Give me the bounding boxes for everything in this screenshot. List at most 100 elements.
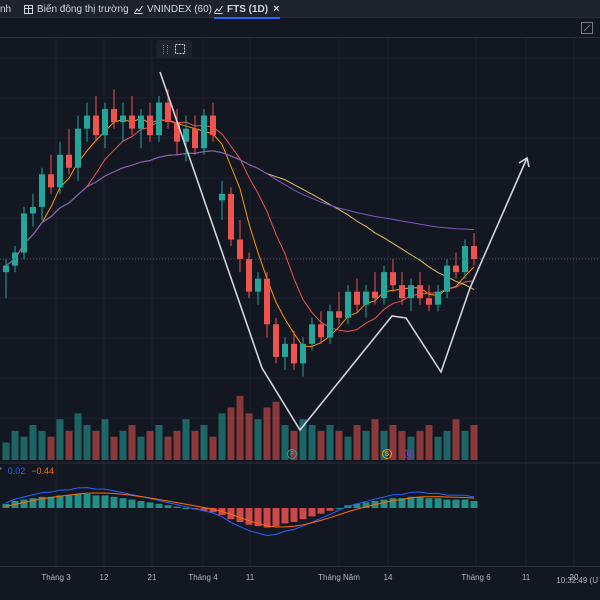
x-tick: Tháng 3 [41,573,71,582]
volume-bar [290,430,298,460]
macd-histogram-bar [407,496,415,508]
clock-readout: 10:32:49 (U [556,576,598,585]
macd-histogram-bar [398,498,406,508]
volume-bar [362,430,370,460]
volume-bar [335,430,343,460]
time-axis[interactable]: Tháng 3 12 21 Tháng 4 11 Tháng Năm 14 Th… [0,566,600,586]
volume-bar [56,419,64,460]
candle [30,206,36,214]
macd-histogram-bar [164,505,172,508]
x-tick: 12 [99,573,109,582]
tab-label: VNINDEX (60) [147,3,213,15]
candle [327,311,333,338]
candle [129,115,135,129]
macd-histogram-bar [353,503,361,508]
close-icon[interactable]: × [273,3,280,15]
macd-histogram-bar [434,498,442,508]
candle [273,324,279,357]
drag-handle-icon[interactable] [162,44,168,54]
volume-bar [461,430,469,460]
volume-bar [83,425,91,460]
chart-controls[interactable] [156,40,192,58]
macd-histogram-bar [281,508,289,524]
candle [21,213,27,253]
event-marker-s[interactable]: S [382,449,392,459]
macd-histogram-bar [200,508,208,511]
tab-label: FTS (1D) [227,3,269,15]
tab-vnindex[interactable]: VNINDEX (60) [134,0,212,18]
macd-value: 0.02 [7,466,26,476]
tab-fts[interactable]: FTS (1D) × [214,0,280,19]
macd-histogram-bar [56,495,64,508]
x-tick: 21 [147,573,157,582]
candle [93,115,99,136]
trend-drawing [159,71,528,432]
volume-bar [38,430,46,460]
volume-bar [173,430,181,460]
volume-bar [353,425,361,460]
volume-bar [434,436,442,460]
volume-bar [308,425,316,460]
volume-bar [20,436,28,460]
x-tick: Tháng Năm [318,573,360,582]
volume-bar [254,419,262,460]
volume-bar [47,436,55,460]
candle [300,343,306,364]
candle [408,285,414,299]
volume-bar [344,436,352,460]
chart-toolbar [0,18,600,38]
volume-bar [155,425,163,460]
macd-histogram-bar [2,503,10,508]
macd-histogram-bar [299,508,307,520]
macd-histogram-bar [29,498,37,508]
volume-bar [128,425,136,460]
volume-bar [101,419,109,460]
volume-bar [398,430,406,460]
macd-histogram-bar [92,495,100,508]
candle [318,324,324,338]
volume-bar [92,430,100,460]
volume-bar [2,442,10,460]
volume-bar [200,425,208,460]
candle [84,115,90,129]
volume-bar [110,436,118,460]
candle [417,285,423,299]
candle [120,115,126,123]
tab-market-movement[interactable]: Biến động thị trường [24,0,129,18]
tab-partial[interactable]: nh [0,0,11,18]
volume-bar [389,425,397,460]
fullscreen-icon[interactable] [174,43,186,55]
macd-histogram-bar [173,506,181,508]
candle [75,128,81,168]
volume-bar [29,425,37,460]
candle [138,115,144,129]
candle [228,193,234,240]
candle [183,128,189,142]
candle [390,272,396,286]
macd-histogram-bar [308,508,316,517]
candle [57,154,63,188]
macd-histogram-bar [443,499,451,508]
candle [309,324,315,344]
chart-icon [214,5,223,14]
macd-histogram-bar [74,494,82,508]
volume-bar [182,419,190,460]
event-marker-f[interactable]: F [287,449,297,459]
candle [111,109,117,123]
event-marker-d[interactable]: D [404,449,414,459]
macd-histogram-bar [227,508,235,520]
macd-histogram-bar [425,498,433,508]
macd-histogram-bar [20,499,28,508]
volume-bar [263,407,271,460]
macd-histogram-bar [128,499,136,508]
price-chart[interactable] [0,38,600,570]
volume-bar [326,425,334,460]
volume-bar [65,430,73,460]
macd-histogram-bar [182,508,190,509]
volume-bar [164,436,172,460]
macd-histogram-bar [389,498,397,508]
volume-bar [236,395,244,460]
volume-bar [209,436,217,460]
volume-bar [218,413,226,460]
screenshot-icon[interactable] [580,21,594,35]
